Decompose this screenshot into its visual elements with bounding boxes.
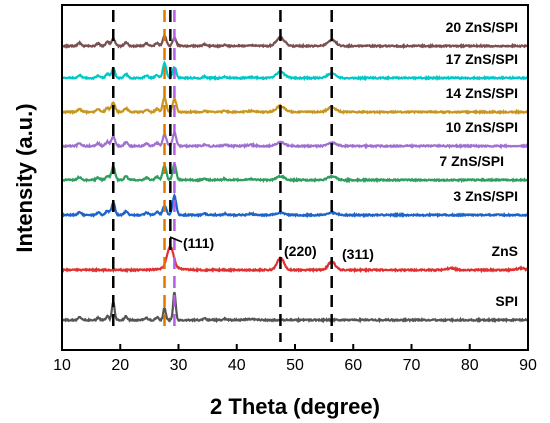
trace-7-zns-spi bbox=[61, 163, 529, 184]
trace-zns bbox=[61, 244, 529, 274]
trace-17-zns-spi bbox=[61, 60, 529, 82]
x-tick-label: 30 bbox=[170, 357, 188, 374]
x-axis-ticks: 10 20 30 40 50 60 70 80 90 bbox=[53, 344, 537, 374]
peak-label: (111) bbox=[183, 235, 214, 251]
peak-label: (311) bbox=[342, 246, 374, 262]
series-label-3-zns-spi: 3 ZnS/SPI bbox=[453, 188, 518, 204]
y-axis-title: Intensity (a.u.) bbox=[12, 103, 37, 252]
x-tick-label: 90 bbox=[519, 357, 537, 374]
series-label-zns: ZnS bbox=[492, 243, 518, 259]
series-label-14-zns-spi: 14 ZnS/SPI bbox=[446, 85, 518, 101]
series-label-20-zns-spi: 20 ZnS/SPI bbox=[446, 19, 518, 35]
series-labels: 20 ZnS/SPI 17 ZnS/SPI 14 ZnS/SPI 10 ZnS/SPI… bbox=[439, 19, 518, 309]
reference-lines bbox=[112, 10, 333, 342]
x-tick-label: 60 bbox=[344, 357, 362, 374]
trace-14-zns-spi bbox=[61, 96, 529, 116]
series-label-7-zns-spi: 7 ZnS/SPI bbox=[439, 153, 504, 169]
x-tick-label: 50 bbox=[286, 357, 304, 374]
series-label-spi: SPI bbox=[495, 293, 518, 309]
trace-3-zns-spi bbox=[61, 192, 529, 219]
series-label-17-zns-spi: 17 ZnS/SPI bbox=[446, 51, 518, 67]
series-label-10-zns-spi: 10 ZnS/SPI bbox=[446, 119, 518, 135]
x-tick-label: 40 bbox=[228, 357, 246, 374]
trace-20-zns-spi bbox=[61, 32, 529, 50]
x-tick-label: 80 bbox=[461, 357, 479, 374]
annotation-arrow bbox=[169, 236, 183, 243]
x-tick-label: 10 bbox=[53, 357, 71, 374]
x-axis-title: 2 Theta (degree) bbox=[210, 394, 380, 419]
trace-spi bbox=[61, 291, 529, 324]
x-tick-label: 20 bbox=[111, 357, 129, 374]
peak-annotations: (111) (220) (311) bbox=[183, 235, 374, 262]
x-tick-label: 70 bbox=[403, 357, 421, 374]
trace-10-zns-spi bbox=[61, 129, 529, 150]
peak-label: (220) bbox=[284, 243, 317, 259]
traces bbox=[61, 32, 529, 324]
